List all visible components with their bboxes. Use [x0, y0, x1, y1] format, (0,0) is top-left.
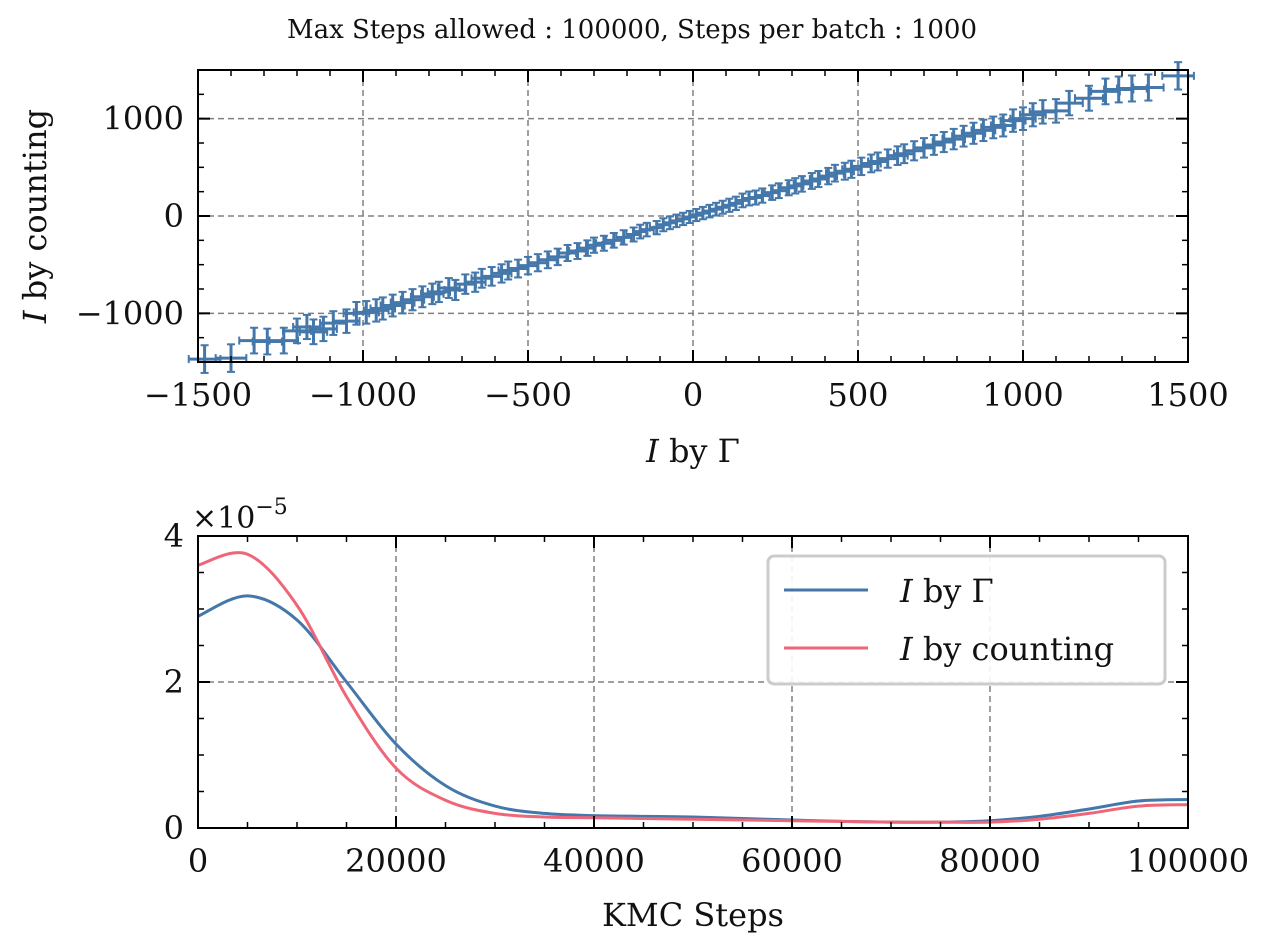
figure-title: Max Steps allowed : 100000, Steps per ba…	[287, 15, 977, 45]
top-data-point	[1090, 77, 1121, 106]
top-x-tick-label: −1500	[144, 376, 252, 414]
top-data-point	[1074, 84, 1104, 112]
top-x-tick-label: −1000	[309, 376, 417, 414]
top-data-point	[638, 221, 655, 238]
legend-label-counting: I by counting	[899, 630, 1114, 668]
bottom-x-tick-label: 100000	[1127, 842, 1249, 880]
bottom-y-tick-label: 4	[164, 517, 184, 555]
bottom-x-tick-label: 0	[188, 842, 208, 880]
bottom-y-tick-label: 0	[164, 809, 184, 847]
top-ticks: −1500 −1000 −500 0 500 1000 1500 −1000 0 1000	[76, 69, 1229, 414]
bottom-series-line-0	[197, 594, 1189, 824]
bottom-y-offset-text: ×10−5	[192, 495, 288, 536]
top-data-point	[379, 293, 406, 318]
top-data-point	[989, 113, 1017, 138]
bottom-x-tick-label: 20000	[345, 842, 447, 880]
top-data-point	[999, 108, 1027, 133]
bottom-panel: 0 20000 40000 60000 80000 100000 0 2 4 ×10−5 KMC…	[164, 495, 1249, 934]
top-panel: −1500 −1000 −500 0 500 1000 1500 −1000 0 1000 I b…	[16, 61, 1229, 470]
top-data-point	[389, 290, 416, 315]
bottom-x-tick-label: 80000	[939, 842, 1041, 880]
top-x-tick-label: 0	[683, 376, 703, 414]
top-x-axis-label: I by Γ	[645, 432, 740, 470]
top-x-tick-label: 1500	[1147, 376, 1228, 414]
bottom-series-line-1	[197, 551, 1189, 824]
top-data-point	[308, 315, 338, 343]
top-x-tick-label: −500	[484, 376, 572, 414]
top-data-point	[802, 172, 822, 190]
bottom-x-axis-label: KMC Steps	[602, 896, 784, 934]
top-data-point	[409, 285, 435, 309]
top-data-point	[595, 234, 613, 252]
legend-label-gamma: I by Γ	[899, 572, 994, 610]
legend: I by Γ I by counting	[766, 554, 1167, 686]
top-data-point	[1054, 89, 1084, 117]
top-data-point	[770, 182, 788, 200]
legend-frame	[766, 554, 1167, 686]
bottom-y-tick-label: 2	[164, 663, 184, 701]
bottom-series-lines	[197, 551, 1189, 824]
bottom-ticks: 0 20000 40000 60000 80000 100000 0 2 4	[164, 517, 1249, 880]
top-data-point	[568, 242, 587, 260]
top-x-tick-label: 500	[827, 376, 888, 414]
top-data-point	[970, 118, 997, 143]
top-y-tick-label: −1000	[76, 294, 184, 332]
top-data-point	[399, 288, 426, 312]
top-y-tick-label: 1000	[103, 100, 184, 138]
top-y-tick-label: 0	[164, 197, 184, 235]
bottom-x-tick-label: 40000	[543, 842, 645, 880]
top-y-axis-label: I by counting	[16, 109, 54, 324]
top-data-point	[615, 229, 633, 246]
top-data-point	[860, 153, 882, 174]
bottom-x-tick-label: 60000	[741, 842, 843, 880]
top-data-point	[1161, 61, 1195, 91]
top-x-tick-label: 1000	[982, 376, 1063, 414]
top-scatter-marks	[187, 61, 1195, 374]
top-data-point	[605, 232, 623, 249]
top-data-point	[1132, 73, 1165, 102]
